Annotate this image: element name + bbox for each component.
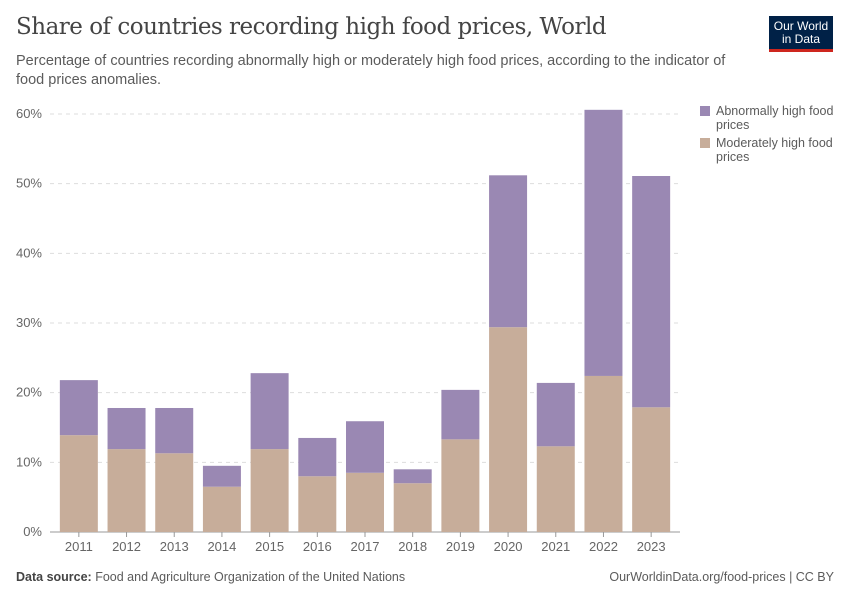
bar-segment (441, 439, 480, 532)
chart-subtitle: Percentage of countries recording abnorm… (16, 53, 726, 88)
x-tick-label: 2022 (589, 539, 618, 554)
x-tick-label: 2019 (446, 539, 475, 554)
bar-segment (107, 407, 146, 450)
bar-segment (393, 469, 432, 484)
bar-segment (441, 389, 480, 440)
y-tick-label: 60% (16, 106, 42, 121)
x-tick-label: 2013 (160, 539, 189, 554)
y-tick-label: 20% (16, 385, 42, 400)
x-tick-label: 2014 (207, 539, 236, 554)
bar-segment (489, 327, 528, 532)
bar-segment (202, 465, 241, 487)
owid-logo[interactable]: Our World in Data (769, 16, 833, 52)
bar-segment (632, 407, 671, 532)
x-tick-label: 2023 (637, 539, 666, 554)
x-tick-label: 2015 (255, 539, 284, 554)
bar-segment (298, 437, 337, 477)
bar-segment (107, 449, 146, 532)
bar-segment (536, 446, 575, 532)
legend-label: Moderately high food prices (716, 136, 833, 164)
legend-item-abnormal[interactable]: Abnormally high food prices (700, 104, 841, 132)
bar-segment (298, 476, 337, 532)
legend: Abnormally high food prices Moderately h… (700, 104, 841, 168)
y-tick-label: 40% (16, 245, 42, 260)
bar-segment (346, 421, 384, 473)
legend-swatch (700, 106, 710, 116)
legend-swatch (700, 138, 710, 148)
x-tick-label: 2021 (541, 539, 570, 554)
x-tick-label: 2018 (398, 539, 427, 554)
source-label: Data source: (16, 570, 92, 584)
bar-segment (250, 373, 289, 450)
legend-item-moderate[interactable]: Moderately high food prices (700, 136, 841, 164)
bar-segment (489, 175, 528, 328)
y-tick-label: 10% (16, 454, 42, 469)
bar-segment (632, 176, 671, 408)
y-tick-label: 50% (16, 176, 42, 191)
bar-segment (155, 453, 194, 532)
bar-segment (536, 382, 575, 447)
x-tick-label: 2011 (65, 539, 93, 554)
y-tick-label: 0% (23, 524, 42, 539)
bar-segment (155, 407, 194, 454)
x-tick-label: 2017 (351, 539, 380, 554)
bar-segment (59, 435, 98, 532)
x-tick-label: 2012 (112, 539, 141, 554)
y-tick-label: 30% (16, 315, 42, 330)
bar-segment (584, 375, 623, 532)
legend-label: Abnormally high food prices (716, 104, 834, 132)
bar-segment (59, 380, 98, 436)
bar-segment (250, 449, 289, 532)
bar-segment (346, 472, 384, 532)
data-source: Data source: Food and Agriculture Organi… (16, 570, 405, 584)
bar-segment (584, 109, 623, 376)
bar-segment (202, 486, 241, 532)
x-tick-label: 2020 (494, 539, 523, 554)
source-text: Food and Agriculture Organization of the… (95, 570, 406, 584)
x-tick-label: 2016 (303, 539, 332, 554)
footer-link[interactable]: OurWorldinData.org/food-prices | CC BY (609, 570, 834, 584)
bar-segment (393, 483, 432, 532)
chart-title: Share of countries recording high food p… (16, 14, 607, 40)
